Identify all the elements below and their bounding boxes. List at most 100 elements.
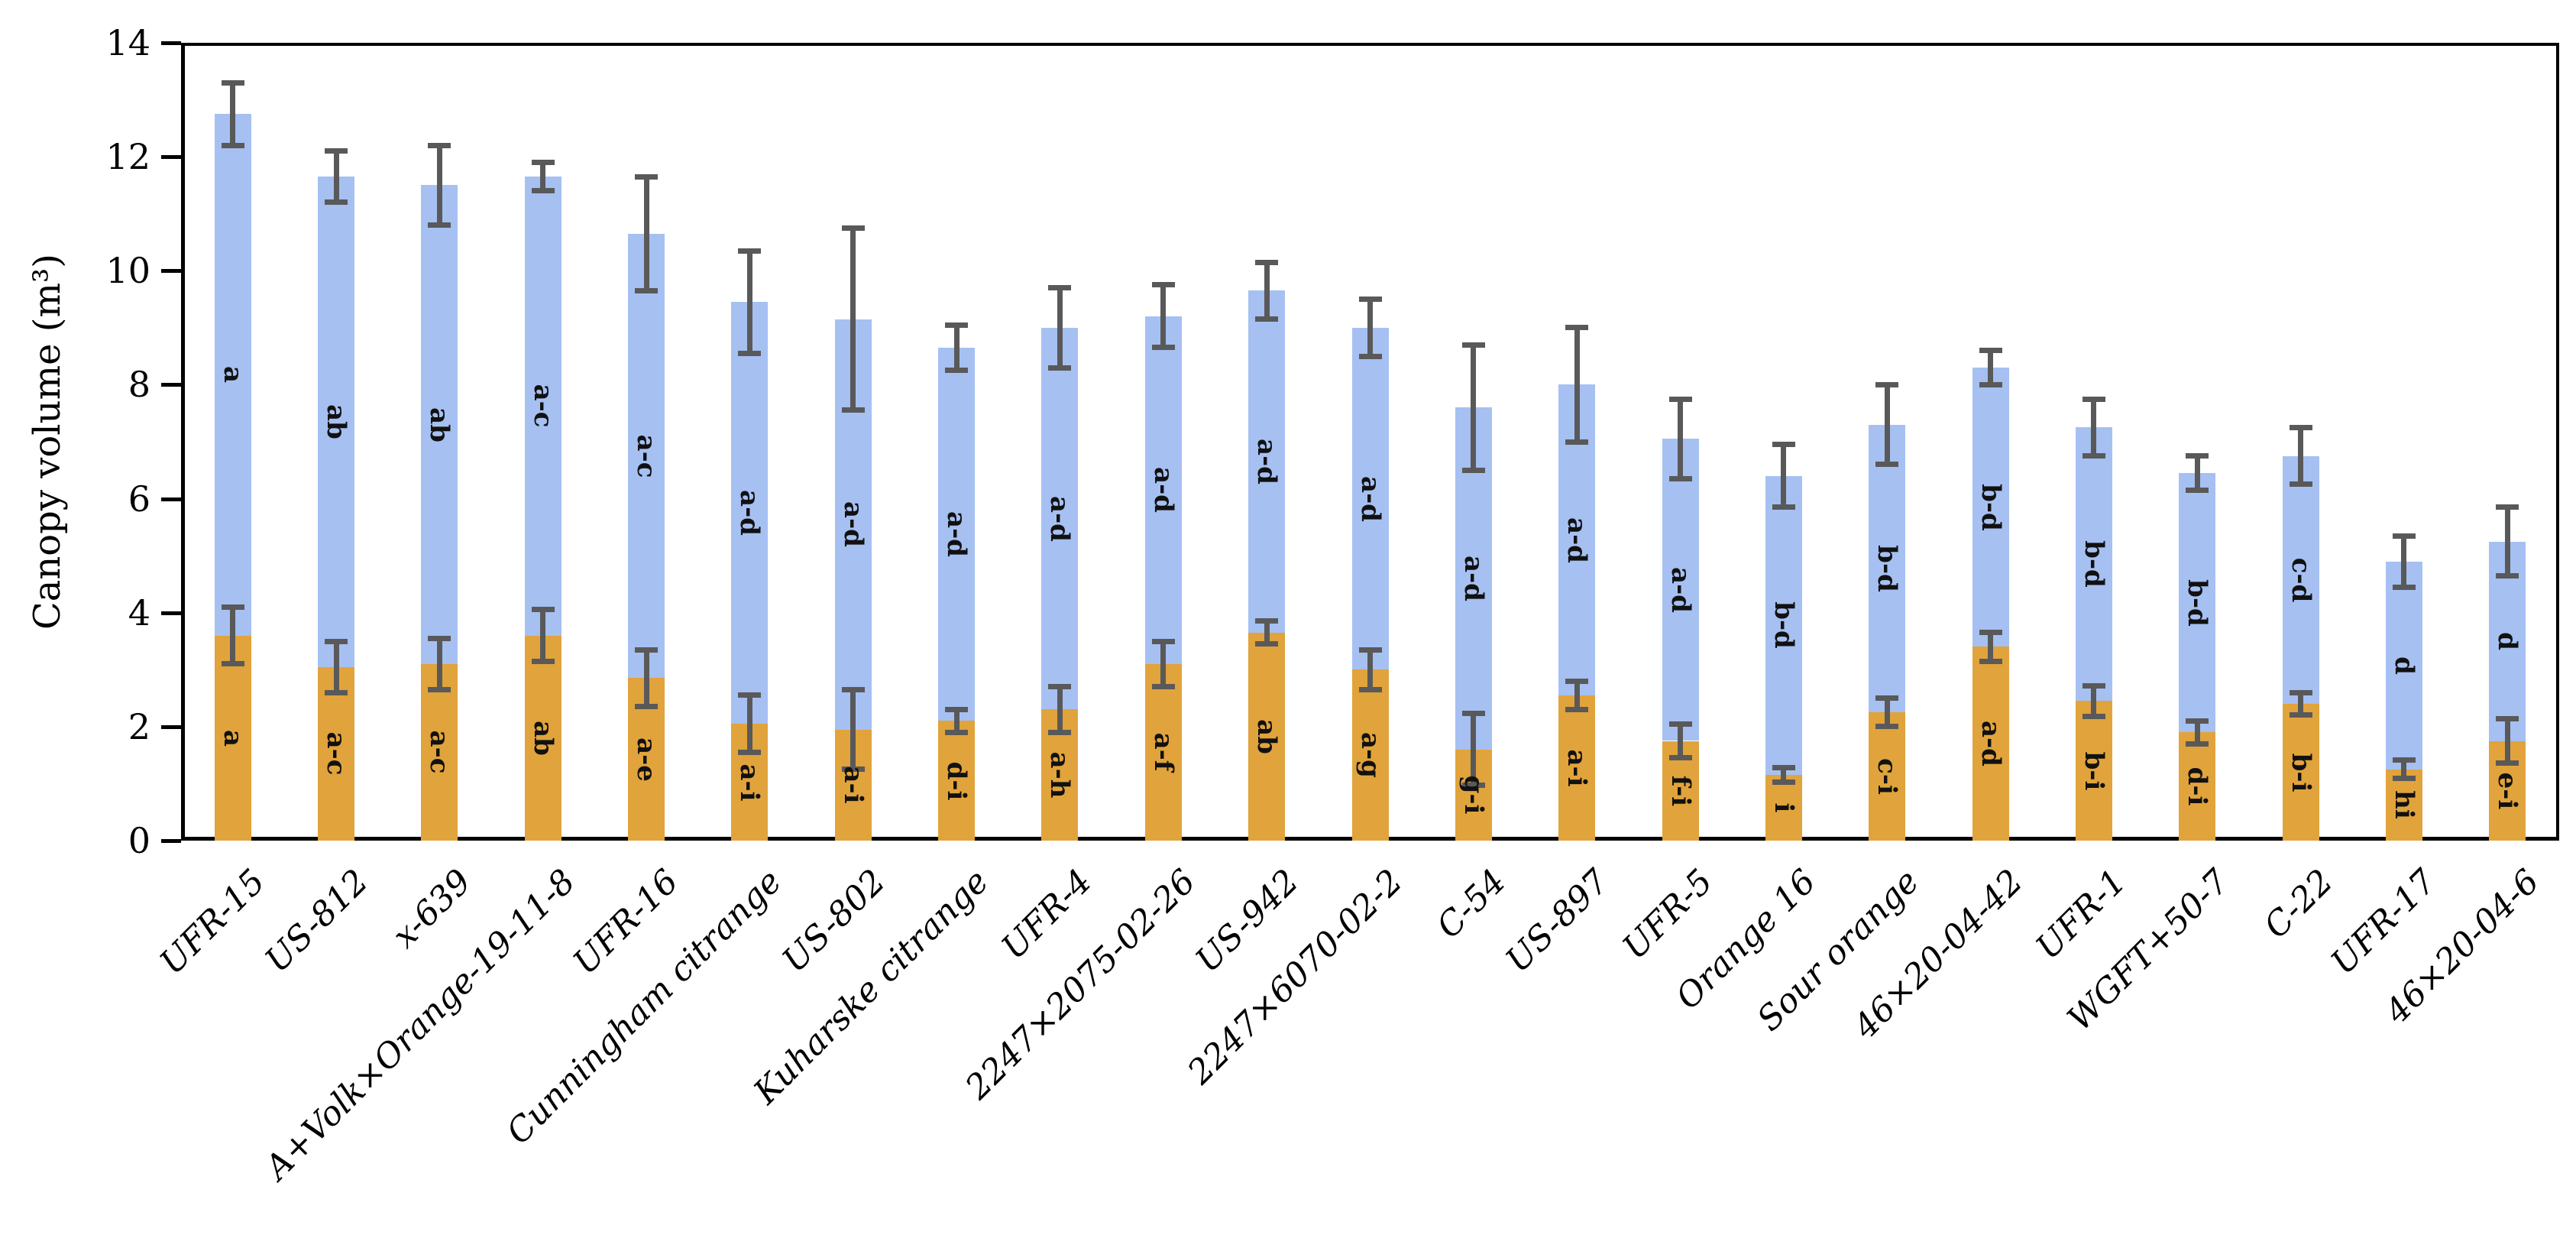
error-bar-line	[1988, 350, 1994, 385]
error-bar-cap	[1875, 381, 1899, 387]
error-bar-line	[540, 609, 546, 662]
significance-letter-bottom: d-i	[941, 761, 972, 801]
y-tick-mark	[161, 383, 181, 387]
bar-segment-bottom	[1972, 647, 2009, 841]
error-bar-cap	[2496, 715, 2519, 721]
error-bar-cap	[1151, 638, 1175, 644]
bar-segment-top	[1248, 290, 1286, 633]
error-bar-line	[1160, 284, 1167, 348]
significance-letter-bottom: i	[1768, 802, 1799, 813]
error-bar-cap	[221, 142, 244, 148]
error-bar-cap	[841, 766, 865, 773]
error-bar-cap	[2082, 453, 2105, 459]
error-bar-line	[1057, 287, 1063, 368]
error-bar-cap	[945, 322, 969, 328]
error-bar-cap	[841, 686, 865, 692]
error-bar-cap	[635, 287, 659, 293]
significance-letter-bottom: a-i	[837, 766, 869, 804]
error-bar-cap	[2392, 533, 2416, 539]
significance-letter-bottom: ab	[527, 720, 558, 756]
bar-segment-bottom	[1144, 663, 1182, 841]
y-tick-mark	[161, 839, 181, 843]
error-bar-cap	[1461, 342, 1485, 348]
significance-letter-top: a-d	[1561, 517, 1593, 563]
error-bar-line	[1471, 345, 1477, 471]
y-tick-label: 6	[128, 478, 150, 520]
error-bar-cap	[1979, 381, 2002, 387]
error-bar-cap	[1772, 504, 1795, 510]
error-bar-cap	[945, 729, 969, 735]
error-bar-cap	[1565, 678, 1589, 684]
error-bar-cap	[428, 635, 451, 641]
error-bar-cap	[1461, 783, 1485, 789]
bar-segment-top	[2385, 561, 2422, 770]
y-axis-title: Canopy volume (m³)	[26, 254, 69, 630]
significance-letter-bottom: g-i	[1458, 775, 1489, 815]
y-tick-mark	[161, 497, 181, 501]
error-bar-line	[746, 695, 752, 753]
bar-segment-top	[421, 185, 458, 664]
error-bar-cap	[2186, 741, 2209, 747]
error-bar-cap	[738, 749, 762, 755]
significance-letter-top: a-c	[631, 434, 662, 478]
significance-letter-top: d	[2492, 632, 2523, 650]
error-bar-cap	[1358, 647, 1382, 653]
error-bar-cap	[1565, 439, 1589, 445]
bar-segment-top	[1041, 327, 1079, 710]
error-bar-cap	[1772, 765, 1795, 771]
error-bar-line	[953, 325, 960, 371]
error-bar-cap	[1255, 618, 1279, 624]
error-bar-cap	[2289, 481, 2312, 488]
error-bar-cap	[1979, 658, 2002, 664]
significance-letter-top: b-d	[2078, 540, 2109, 588]
error-bar-line	[1471, 713, 1477, 786]
error-bar-cap	[531, 188, 555, 194]
error-bar-line	[643, 650, 649, 707]
significance-letter-top: a-d	[1147, 467, 1179, 514]
error-bar-line	[953, 709, 960, 733]
error-bar-line	[2091, 399, 2097, 456]
error-bar-cap	[2289, 712, 2312, 718]
error-bar-cap	[531, 160, 555, 166]
error-bar-line	[333, 151, 339, 203]
error-bar-line	[1781, 767, 1787, 783]
significance-letter-top: a	[217, 366, 248, 384]
error-bar-line	[2298, 692, 2304, 715]
error-bar-cap	[738, 350, 762, 356]
error-bar-cap	[2392, 776, 2416, 782]
error-bar-cap	[1668, 396, 1692, 402]
significance-letter-top: a-d	[1251, 439, 1283, 485]
bar-segment-bottom	[1248, 632, 1286, 841]
error-bar-cap	[2496, 572, 2519, 579]
error-bar-cap	[945, 706, 969, 712]
error-bar-line	[2504, 507, 2510, 576]
error-bar-line	[2401, 536, 2407, 588]
bar-segment-top	[1972, 368, 2009, 647]
y-tick-label: 8	[128, 364, 150, 406]
bar-segment-top	[2179, 473, 2216, 733]
y-tick-label: 0	[128, 820, 150, 861]
error-bar-cap	[1668, 475, 1692, 481]
error-bar-cap	[1875, 724, 1899, 730]
error-bar-cap	[1255, 259, 1279, 265]
significance-letter-top: c-d	[2285, 557, 2316, 603]
significance-letter-bottom: a-f	[1147, 733, 1179, 772]
significance-letter-top: b-d	[1768, 601, 1799, 650]
error-bar-line	[540, 162, 546, 191]
bar-segment-bottom	[421, 663, 458, 841]
error-bar-cap	[428, 142, 451, 148]
error-bar-line	[643, 177, 649, 291]
error-bar-line	[2298, 427, 2304, 485]
significance-letter-bottom: c-i	[1872, 758, 1903, 795]
significance-letter-bottom: a-i	[1561, 749, 1593, 787]
significance-letter-top: a-d	[1458, 556, 1489, 601]
error-bar-line	[1367, 650, 1373, 690]
y-tick-label: 4	[128, 591, 150, 634]
bar-segment-bottom	[1869, 712, 1906, 841]
error-bar-cap	[2496, 760, 2519, 766]
error-bar-cap	[1461, 467, 1485, 473]
significance-letter-bottom: e-i	[2492, 772, 2523, 810]
error-bar-cap	[1668, 755, 1692, 761]
error-bar-line	[1574, 327, 1580, 442]
error-bar-cap	[1875, 695, 1899, 702]
